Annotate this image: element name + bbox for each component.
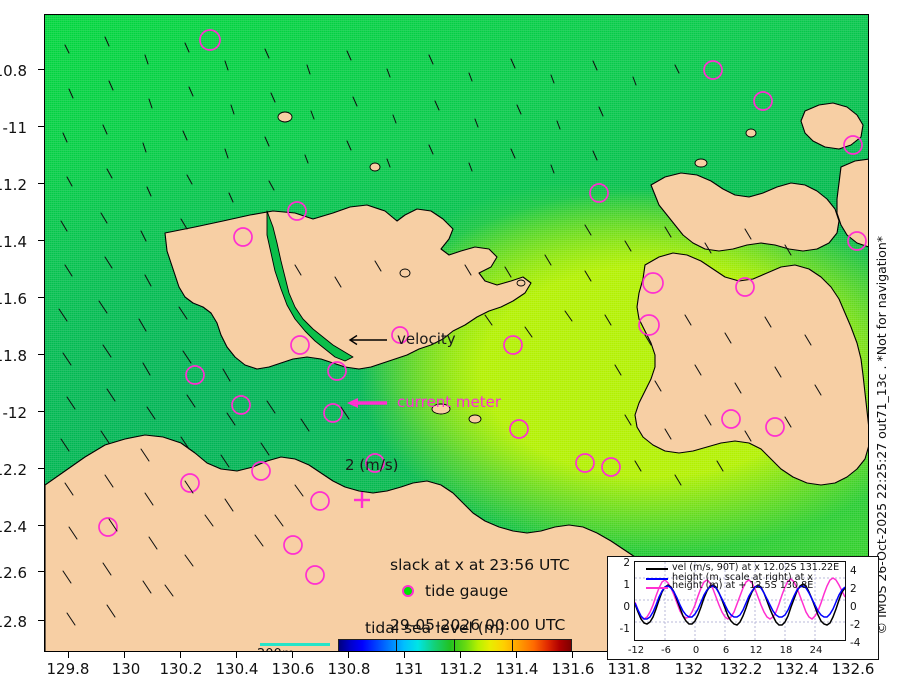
x-tick-label: 130.4 (215, 660, 259, 678)
annotation-line-2: 29-05-2026 00:00 UTC (390, 616, 566, 634)
inset-y2-tick-label: -4 (850, 637, 861, 649)
velocity-legend-label: velocity (397, 330, 456, 348)
annotation-line-1: slack at x at 23:56 UTC (390, 556, 570, 574)
y-tick-label: -11.6 (0, 290, 27, 308)
colorbar-tick (454, 639, 455, 651)
y-tick-label: -12.2 (0, 461, 27, 479)
inset-legend-swatch-height-plus (646, 587, 668, 589)
current-meter-legend-row: current meter (345, 392, 501, 413)
inset-x-tick-label: -12 (627, 645, 645, 656)
inset-y2-tick-label: 0 (850, 601, 857, 613)
inset-y-tick-label: -1 (619, 623, 630, 635)
y-tick-label: -11 (2, 119, 28, 137)
inset-y2-tick-label: -2 (850, 619, 861, 631)
current-meter-arrow-icon (347, 397, 387, 408)
current-meter-legend-label: current meter (397, 393, 501, 411)
tide-gauge-marker-icon (402, 585, 414, 597)
x-tick-label: 132.2 (719, 660, 763, 678)
inset-y2-tick-label: 4 (850, 565, 857, 577)
velocity-arrow-icon (348, 334, 387, 345)
y-tick-label: -12.6 (0, 564, 27, 582)
inset-x-tick-label: 0 (692, 645, 700, 656)
inset-legend-swatch-velocity (646, 568, 668, 570)
velocity-legend-row: velocity (345, 329, 501, 350)
x-tick-label: 129.8 (46, 660, 90, 678)
inset-legend-label-velocity: vel (m/s, 90T) at x 12.02S 131.22E (672, 562, 840, 573)
colorbar-tick (396, 639, 397, 651)
time-annotation-block: slack at x at 23:56 UTC 29-05-2026 00:00… (390, 515, 575, 651)
y-tick-label: -11.2 (0, 176, 27, 194)
coastline-land-layer (45, 29, 868, 651)
inset-x-tick-label: 6 (722, 645, 730, 656)
inset-x-tick-label: -6 (661, 645, 671, 656)
inset-legend-label-height-right: height (m, scale at right) at x (672, 572, 813, 583)
x-tick-label: 131.2 (439, 660, 483, 678)
x-tick-label: 130.6 (271, 660, 315, 678)
tide-gauge-label: tide gauge (425, 582, 509, 600)
inset-legend-label-height-plus: height (m) at + 12.5S 130.8E (672, 580, 814, 591)
colorbar-tick (512, 639, 513, 651)
y-tick-label: -12 (2, 404, 28, 422)
x-tick-label: 130 (111, 660, 141, 678)
inset-legend-swatch-height-right (646, 578, 668, 580)
inset-y2-tick-label: 2 (850, 583, 857, 595)
x-tick-label: 131.4 (495, 660, 539, 678)
inset-y-tick-label: 2 (623, 557, 630, 569)
scale-bar-label: 200m (257, 647, 294, 651)
x-tick-label: 132.6 (831, 660, 875, 678)
scale-bar (260, 643, 330, 646)
x-tick-label: 130.2 (159, 660, 203, 678)
velocity-legend: velocity current meter 2 (m/s) (345, 287, 501, 518)
y-tick-label: -12.8 (0, 613, 27, 631)
y-tick-label: -11.8 (0, 347, 27, 365)
current-meter-plus-marker (354, 492, 370, 508)
inset-x-tick-label: 24 (809, 645, 823, 656)
velocity-vector-field (58, 36, 822, 626)
map-plot-area[interactable]: velocity current meter 2 (m/s) slack at … (44, 14, 869, 652)
inset-curves (635, 562, 845, 640)
velocity-scale-label: 2 (m/s) (345, 456, 399, 474)
x-tick-label: 132 (674, 660, 704, 678)
x-tick-label: 131.6 (551, 660, 595, 678)
x-tick-label: 132.4 (775, 660, 819, 678)
y-tick-label: -10.8 (0, 62, 27, 80)
x-tick-label: 131.8 (607, 660, 651, 678)
inset-plot-area (634, 561, 846, 641)
inset-x-tick-label: 12 (749, 645, 763, 656)
y-tick-label: -11.4 (0, 233, 27, 251)
x-tick-label: 130.8 (327, 660, 371, 678)
y-tick-label: -12.4 (0, 518, 27, 536)
tidal-sea-level-colorbar (338, 639, 572, 651)
inset-y-tick-label: 1 (623, 579, 630, 591)
inset-y-tick-label: 0 (623, 601, 630, 613)
x-tick-label: 131 (394, 660, 424, 678)
tidal-timeseries-inset[interactable]: vel (m/s, 90T) at x 12.02S 131.22E heigh… (607, 556, 879, 660)
colorbar-title: tidal sea level (m) (365, 619, 505, 637)
inset-x-tick-label: 18 (779, 645, 793, 656)
